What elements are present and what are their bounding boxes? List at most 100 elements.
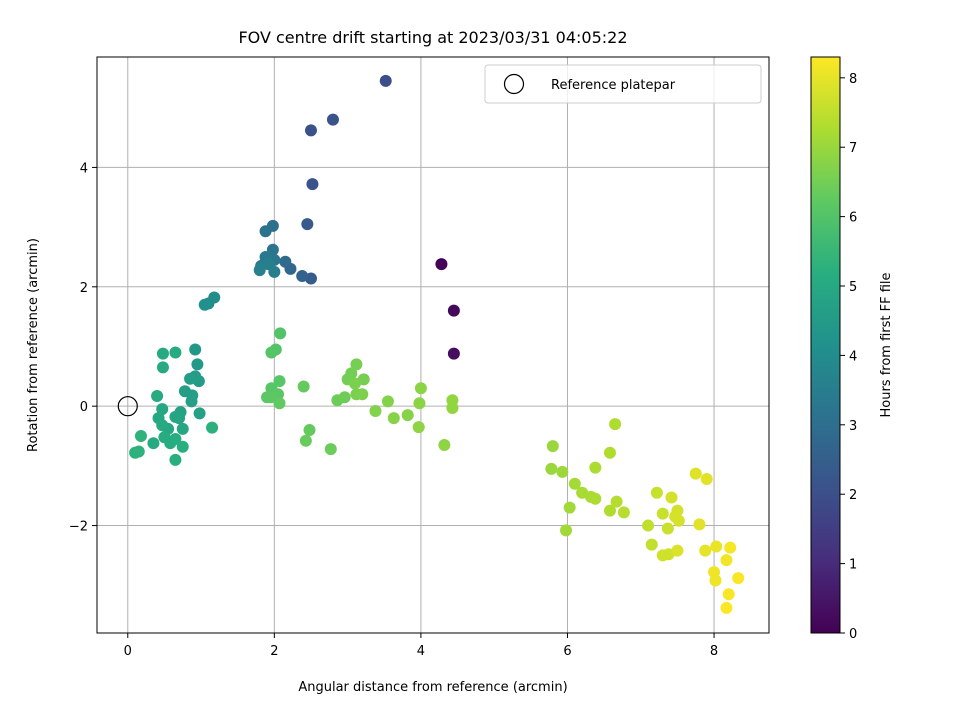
- colorbar-tick-label: 4: [849, 349, 857, 364]
- data-point: [156, 361, 169, 374]
- data-point: [645, 538, 658, 551]
- data-point: [693, 518, 706, 531]
- colorbar-tick-label: 7: [849, 141, 857, 156]
- data-point: [169, 453, 182, 466]
- legend-marker-open-circle: [503, 73, 525, 95]
- colorbar-label: Hours from first FF file: [879, 272, 894, 417]
- data-point: [656, 507, 669, 520]
- data-point: [556, 465, 569, 478]
- data-point: [253, 264, 266, 277]
- colorbar-tick-label: 1: [849, 558, 857, 573]
- data-point: [326, 113, 339, 126]
- data-point: [369, 404, 382, 417]
- data-points: [117, 74, 745, 614]
- data-point: [262, 258, 275, 271]
- data-point: [732, 572, 745, 585]
- reference-platepar-marker: [117, 396, 138, 417]
- data-point: [178, 385, 191, 398]
- data-point: [169, 346, 182, 359]
- x-tick-label: 4: [417, 644, 425, 659]
- data-point: [303, 424, 316, 437]
- data-point: [273, 397, 286, 410]
- data-point: [672, 514, 685, 527]
- data-point: [722, 588, 735, 601]
- data-point: [603, 504, 616, 517]
- data-point: [176, 440, 189, 453]
- x-tick-label: 8: [710, 644, 718, 659]
- data-point: [610, 495, 623, 508]
- data-point: [545, 462, 558, 475]
- data-point: [185, 395, 198, 408]
- data-point: [709, 574, 722, 587]
- data-point: [665, 491, 678, 504]
- colorbar-tick-label: 6: [849, 211, 857, 226]
- data-point: [379, 74, 392, 87]
- data-point: [279, 255, 292, 268]
- data-point: [345, 367, 358, 380]
- data-point: [710, 540, 723, 553]
- colorbar-tick-label: 5: [849, 280, 857, 295]
- legend: Reference platepar: [484, 64, 762, 104]
- y-tick-label: 2: [80, 281, 88, 296]
- data-point: [387, 412, 400, 425]
- data-point: [724, 541, 737, 554]
- data-point: [589, 492, 602, 505]
- plot-frame: [96, 56, 770, 634]
- colorbar-ticks: 0 1 2 3 4 5 6 7 8: [840, 72, 857, 642]
- data-point: [642, 519, 655, 532]
- data-point: [151, 390, 164, 403]
- data-point: [306, 178, 319, 191]
- colorbar-gradient: [810, 56, 841, 634]
- data-point: [348, 377, 361, 390]
- colorbar-tick-label: 2: [849, 488, 857, 503]
- data-point: [603, 446, 616, 459]
- data-point: [413, 397, 426, 410]
- data-point: [191, 358, 204, 371]
- legend-box: [484, 64, 762, 104]
- data-point: [689, 467, 702, 480]
- data-point: [699, 544, 712, 557]
- y-tick-label: −2: [69, 520, 88, 535]
- data-point: [617, 506, 630, 519]
- data-point: [700, 473, 713, 486]
- x-tick-label: 0: [124, 644, 132, 659]
- data-point: [304, 124, 317, 137]
- data-point: [671, 544, 684, 557]
- chart-title: FOV centre drift starting at 2023/03/31 …: [238, 28, 627, 47]
- data-point: [147, 437, 160, 450]
- data-point: [447, 347, 460, 360]
- data-point: [193, 407, 206, 420]
- x-axis-ticks: 0 2 4 6 8: [124, 633, 718, 659]
- data-point: [720, 554, 733, 567]
- data-point: [132, 445, 145, 458]
- data-point: [198, 298, 211, 311]
- y-tick-label: 0: [80, 400, 88, 415]
- data-point: [661, 522, 674, 535]
- data-point: [560, 524, 573, 537]
- data-point: [301, 218, 314, 231]
- data-point: [176, 422, 189, 435]
- data-point: [356, 388, 369, 401]
- data-point: [156, 419, 169, 432]
- data-point: [609, 418, 622, 431]
- x-tick-label: 6: [563, 644, 571, 659]
- data-point: [412, 421, 425, 434]
- data-point: [447, 304, 460, 317]
- data-point: [184, 372, 197, 385]
- y-tick-label: 4: [80, 161, 88, 176]
- data-point: [299, 434, 312, 447]
- data-point: [568, 477, 581, 490]
- x-tick-label: 2: [270, 644, 278, 659]
- colorbar-tick-label: 0: [849, 627, 857, 642]
- data-point: [401, 409, 414, 422]
- data-point: [266, 243, 279, 256]
- legend-entry-reference-platepar: Reference platepar: [551, 78, 676, 93]
- data-point: [261, 391, 274, 404]
- data-point: [438, 438, 451, 451]
- y-axis-ticks: −2 0 2 4: [69, 161, 97, 535]
- data-point: [381, 395, 394, 408]
- x-axis-label: Angular distance from reference (arcmin): [298, 680, 567, 695]
- data-point: [134, 430, 147, 443]
